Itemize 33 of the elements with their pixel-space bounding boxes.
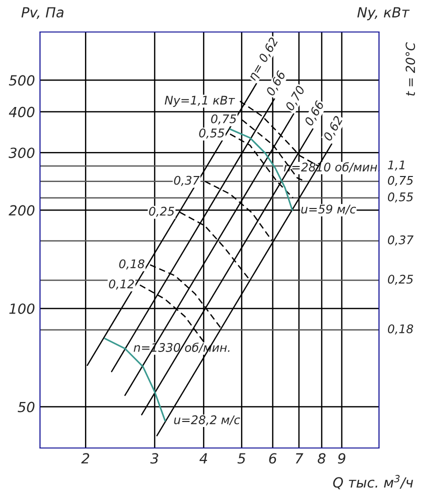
y2-axis-title: Ny, кВт: [357, 7, 410, 20]
series-label: 0,25: [149, 206, 174, 217]
series-label: Ny=1,1 кВт: [164, 96, 236, 107]
y-tick-label: 50: [18, 402, 34, 412]
annotation: u=28,2 м/с: [174, 415, 240, 426]
annotation: 0,37: [388, 235, 414, 246]
x-tick-label: 9: [338, 453, 346, 464]
annotation: 0,18: [388, 324, 414, 334]
y-tick-label: 100: [9, 303, 34, 314]
y-axis-title: Pv, Па: [21, 7, 64, 19]
x-tick-label: 6: [269, 453, 277, 464]
series-label: 0,75: [211, 114, 236, 124]
annotation: 0,75: [388, 176, 413, 186]
y-tick-label: 300: [8, 148, 34, 158]
series-label: 0,55: [199, 128, 224, 139]
x-tick-label: 3: [150, 453, 158, 464]
x-tick-label: 5: [238, 453, 246, 464]
x-tick-label: 4: [199, 453, 208, 464]
x-axis-title: Q тыс. м$^{3}$/ч: [333, 474, 413, 490]
series-label: 0,12: [108, 279, 134, 290]
series-label: 0,37: [174, 176, 200, 186]
x-tick-label: 2: [81, 453, 90, 464]
y-tick-label: 200: [8, 205, 34, 216]
x-tick-label: 7: [296, 453, 304, 464]
y-tick-label: 500: [8, 75, 34, 86]
y-tick-label: 400: [8, 106, 34, 118]
annotation: 1,1: [388, 160, 404, 171]
annotation: u=59 м/с: [301, 204, 356, 214]
annotation: 0,25: [388, 274, 413, 285]
series-label: 0,18: [119, 259, 144, 270]
x-tick-label: 8: [318, 453, 326, 464]
text: t = 20°C: [406, 42, 416, 96]
annotation: 0,55: [388, 192, 413, 203]
